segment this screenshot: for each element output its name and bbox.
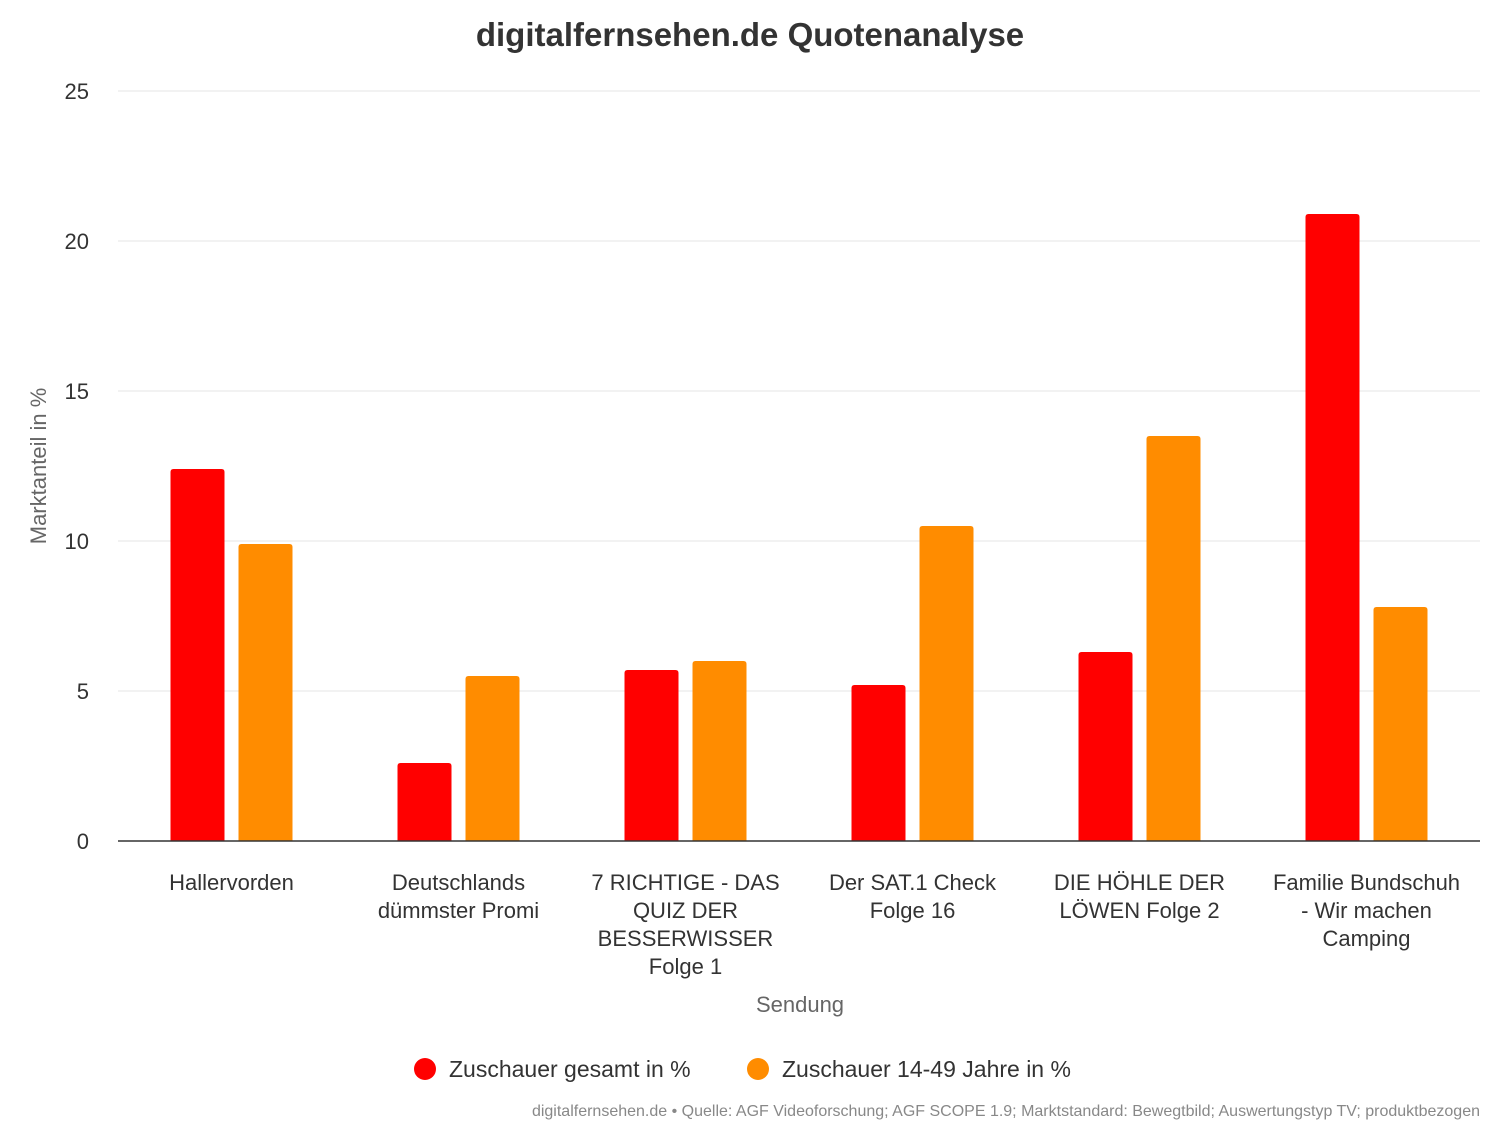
legend: Zuschauer gesamt in % Zuschauer 14-49 Jah…: [414, 1056, 1071, 1082]
y-tick-label: 0: [77, 829, 89, 854]
bar-series-2: [1146, 436, 1201, 841]
y-tick-label: 15: [65, 379, 89, 404]
chart-title: digitalfernsehen.de Quotenanalyse: [476, 16, 1024, 53]
y-axis-title: Marktanteil in %: [26, 388, 51, 545]
x-category-label-line: Camping: [1322, 926, 1410, 951]
x-category-label-line: 7 RICHTIGE - DAS: [591, 870, 779, 895]
x-category-label: Deutschlands dümmster Promi: [378, 870, 539, 923]
bar-series-2: [238, 544, 293, 841]
x-category-label-line: LÖWEN Folge 2: [1059, 898, 1219, 923]
x-category-label: Familie Bundschuh - Wir machen Camping: [1273, 870, 1460, 951]
legend-swatch: [747, 1058, 769, 1080]
x-category-label-line: - Wir machen: [1301, 898, 1432, 923]
bar-series-1: [1305, 214, 1360, 841]
x-category-label-line: Hallervorden: [169, 870, 294, 895]
bar-series-1: [1078, 652, 1133, 841]
y-axis-ticks: 0 5 10 15 20 25: [65, 79, 89, 854]
x-category-label-line: DIE HÖHLE DER: [1054, 870, 1225, 895]
legend-label: Zuschauer gesamt in %: [449, 1056, 691, 1082]
bar-series-2: [465, 676, 520, 841]
x-axis-category-labels: Hallervorden Deutschlands dümmster Promi 7 …: [169, 870, 1460, 979]
bar-series-1: [170, 469, 225, 841]
gridlines: [118, 90, 1480, 692]
x-category-label: Hallervorden: [169, 870, 294, 895]
bars: [170, 214, 1428, 841]
x-category-label-line: Deutschlands: [392, 870, 525, 895]
y-tick-label: 20: [65, 229, 89, 254]
legend-swatch: [414, 1058, 436, 1080]
x-category-label-line: dümmster Promi: [378, 898, 539, 923]
legend-label: Zuschauer 14-49 Jahre in %: [782, 1056, 1071, 1082]
legend-item: Zuschauer 14-49 Jahre in %: [747, 1056, 1071, 1082]
x-category-label-line: Der SAT.1 Check: [829, 870, 997, 895]
bar-series-1: [851, 685, 906, 841]
bar-series-1: [397, 763, 452, 841]
x-category-label: 7 RICHTIGE - DAS QUIZ DER BESSERWISSER Folg…: [591, 870, 779, 979]
bar-series-1: [624, 670, 679, 841]
y-tick-label: 10: [65, 529, 89, 554]
x-axis-title: Sendung: [756, 992, 844, 1017]
legend-item: Zuschauer gesamt in %: [414, 1056, 691, 1082]
x-category-label-line: Folge 1: [649, 954, 722, 979]
y-tick-label: 25: [65, 79, 89, 104]
bar-series-2: [1373, 607, 1428, 841]
bar-series-2: [919, 526, 974, 841]
x-category-label-line: Folge 16: [870, 898, 956, 923]
bar-series-2: [692, 661, 747, 841]
x-category-label-line: Familie Bundschuh: [1273, 870, 1460, 895]
source-credit: digitalfernsehen.de • Quelle: AGF Videof…: [532, 1103, 1480, 1120]
y-tick-label: 5: [77, 679, 89, 704]
x-category-label: Der SAT.1 Check Folge 16: [829, 870, 997, 923]
x-category-label: DIE HÖHLE DER LÖWEN Folge 2: [1054, 870, 1225, 923]
x-category-label-line: BESSERWISSER: [598, 926, 774, 951]
x-category-label-line: QUIZ DER: [633, 898, 738, 923]
